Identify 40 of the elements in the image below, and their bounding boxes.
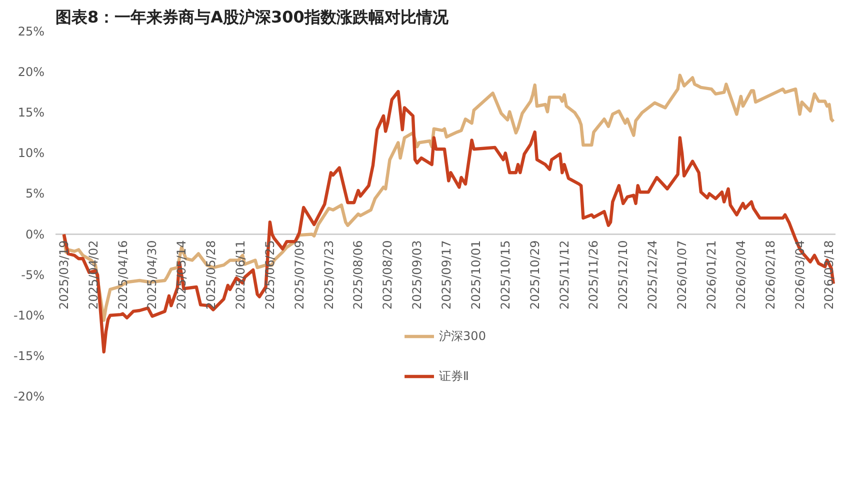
x-tick-label: 2025/11/26 — [586, 240, 601, 310]
x-tick-label: 2025/05/14 — [174, 240, 189, 310]
x-tick-label: 2026/03/04 — [792, 240, 807, 310]
x-tick-label: 2026/03/18 — [822, 240, 836, 310]
x-tick-label: 2025/04/16 — [116, 240, 130, 310]
chart-title: 图表8：一年来券商与A股沪深300指数涨跌幅对比情况 — [56, 8, 450, 26]
x-tick-label: 2025/11/12 — [557, 240, 572, 310]
x-tick-label: 2025/06/11 — [234, 240, 248, 310]
x-tick-label: 2025/08/20 — [380, 240, 395, 310]
x-tick-label: 2025/03/19 — [56, 240, 71, 310]
x-tick-label: 2025/07/23 — [322, 240, 336, 310]
x-tick-label: 2026/02/04 — [734, 240, 748, 310]
y-tick-label: 25% — [18, 24, 44, 38]
x-tick-label: 2025/09/17 — [440, 240, 454, 310]
y-tick-label: 10% — [18, 146, 44, 160]
y-tick-label: -20% — [14, 390, 45, 404]
x-tick-label: 2025/10/29 — [528, 240, 542, 310]
y-tick-label: -5% — [21, 268, 45, 282]
x-tick-label: 2025/12/24 — [646, 240, 660, 310]
y-tick-label: -15% — [14, 348, 45, 363]
x-tick-label: 2026/01/21 — [704, 240, 718, 310]
y-tick-label: -10% — [14, 308, 45, 322]
x-tick-label: 2025/04/02 — [86, 240, 100, 310]
x-tick-label: 2026/01/07 — [675, 240, 690, 310]
y-tick-label: 20% — [18, 65, 44, 80]
x-tick-label: 2025/07/09 — [292, 240, 306, 310]
x-tick-label: 2025/04/30 — [145, 240, 160, 310]
x-tick-label: 2025/10/15 — [498, 240, 512, 310]
y-tick-label: 5% — [25, 186, 45, 201]
x-tick-label: 2025/12/10 — [616, 240, 630, 310]
legend-label: 证券Ⅱ — [439, 368, 469, 384]
x-tick-label: 2026/02/18 — [763, 240, 778, 310]
y-tick-label: 15% — [18, 106, 44, 120]
x-tick-label: 2025/06/25 — [262, 240, 277, 310]
x-tick-label: 2025/10/01 — [468, 240, 483, 310]
x-tick-label: 2025/09/03 — [410, 240, 424, 310]
x-tick-label: 2025/05/28 — [204, 240, 218, 310]
x-tick-label: 2025/08/06 — [351, 240, 366, 310]
legend-label: 沪深300 — [439, 328, 486, 344]
y-tick-label: 0% — [25, 227, 45, 242]
